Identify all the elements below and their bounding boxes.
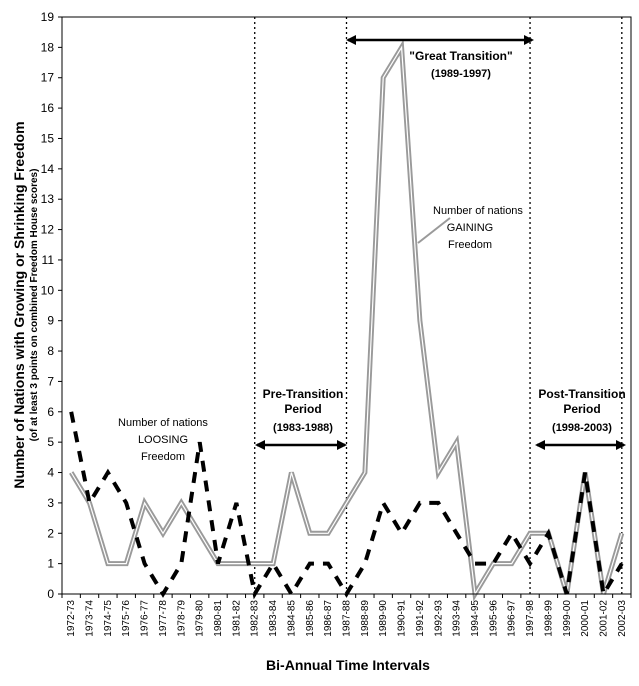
y-axis-title: Number of Nations with Growing or Shrink…	[11, 121, 27, 488]
y-tick-label: 12	[41, 223, 55, 237]
y-tick-label: 16	[41, 101, 55, 115]
y-tick-label: 5	[47, 435, 54, 449]
loosing-label-line1: Number of nations	[118, 417, 208, 429]
post-transition-label-line1: Post-Transition	[538, 387, 625, 401]
x-tick-label: 1999-00	[562, 600, 573, 637]
y-tick-label: 14	[41, 162, 55, 176]
x-tick-label: 1976-77	[140, 600, 151, 637]
x-tick-label: 1996-97	[507, 600, 518, 637]
pre-transition-label-line2: Period	[284, 402, 321, 416]
x-tick-label: 1979-80	[195, 600, 206, 637]
x-tick-label: 1977-78	[158, 600, 169, 637]
loosing-label-line3: Freedom	[141, 451, 185, 463]
x-tick-label: 1972-73	[66, 600, 77, 637]
x-tick-label: 1986-87	[323, 600, 334, 637]
gaining-label-line3: Freedom	[448, 239, 492, 251]
x-axis: 1972-73 1973-74 1974-75 1975-76 1976-77 1977-…	[61, 594, 632, 637]
x-tick-label: 1975-76	[121, 600, 132, 637]
x-tick-label: 1989-90	[378, 600, 389, 637]
x-tick-label: 1984-85	[286, 600, 297, 637]
x-tick-label: 1994-95	[470, 600, 481, 637]
x-tick-label: 1982-83	[250, 600, 261, 637]
y-tick-label: 13	[41, 192, 55, 206]
x-tick-label: 1991-92	[415, 600, 426, 637]
y-tick-label: 7	[47, 374, 54, 388]
x-tick-label: 1987-88	[342, 600, 353, 637]
y-tick-label: 19	[41, 10, 55, 24]
x-axis-title: Bi-Annual Time Intervals	[266, 657, 430, 673]
x-tick-label: 1993-94	[452, 600, 463, 637]
x-tick-label: 1992-93	[433, 600, 444, 637]
x-tick-label: 1988-89	[360, 600, 371, 637]
great-transition-label-line1: "Great Transition"	[409, 49, 512, 63]
x-tick-label: 2000-01	[580, 600, 591, 637]
y-tick-label: 4	[47, 466, 54, 480]
y-tick-label: 1	[47, 557, 54, 571]
gaining-label-line2: GAINING	[447, 222, 493, 234]
plot-frame	[61, 16, 632, 595]
gaining-label-line1: Number of nations	[433, 205, 523, 217]
x-tick-label: 1990-91	[397, 600, 408, 637]
x-tick-label: 1980-81	[213, 600, 224, 637]
post-transition-label-line2: Period	[563, 402, 600, 416]
x-tick-label: 1973-74	[85, 600, 96, 637]
x-tick-label: 1985-86	[305, 600, 316, 637]
post-transition-label-line3: (1998-2003)	[552, 422, 612, 434]
x-tick-label: 1995-96	[488, 600, 499, 637]
y-tick-label: 11	[42, 253, 55, 267]
x-tick-label: 1974-75	[103, 600, 114, 637]
y-tick-label: 17	[41, 71, 55, 85]
x-tick-label: 2002-03	[617, 600, 628, 637]
x-tick-label: 2001-02	[598, 600, 609, 637]
y-tick-label: 2	[47, 526, 54, 540]
pre-transition-label-line3: (1983-1988)	[273, 422, 333, 434]
y-tick-label: 9	[47, 314, 54, 328]
loosing-label-line2: LOOSING	[138, 434, 188, 446]
y-tick-label: 3	[47, 496, 54, 510]
x-tick-label: 1998-99	[543, 600, 554, 637]
y-tick-label: 15	[41, 131, 55, 145]
y-axis-subtitle: (of at least 3 points on combined Freedo…	[29, 169, 40, 442]
y-tick-label: 8	[47, 344, 54, 358]
pre-transition-label-line1: Pre-Transition	[263, 387, 344, 401]
y-tick-label: 18	[41, 40, 55, 54]
y-tick-label: 6	[47, 405, 54, 419]
x-tick-label: 1983-84	[268, 600, 279, 637]
y-tick-label: 10	[41, 283, 55, 297]
x-tick-label: 1981-82	[231, 600, 242, 637]
y-tick-label: 0	[47, 587, 54, 601]
x-tick-label: 1978-79	[176, 600, 187, 637]
gaining-pointer	[417, 217, 451, 244]
great-transition-label-line2: (1989-1997)	[431, 68, 491, 80]
period-dividers	[254, 17, 623, 594]
x-tick-label: 1997-98	[525, 600, 536, 637]
